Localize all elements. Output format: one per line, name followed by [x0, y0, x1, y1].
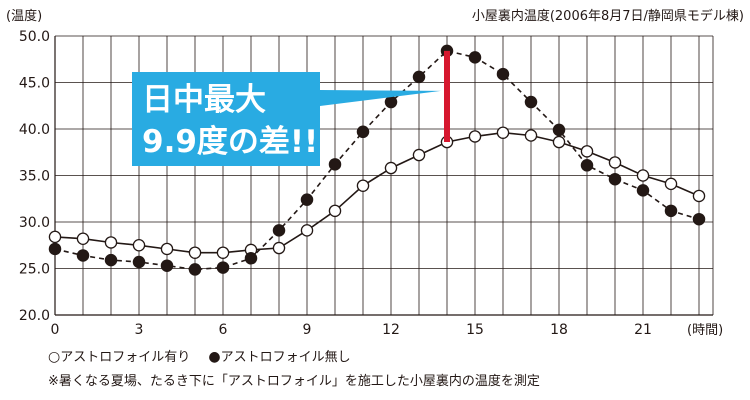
y-tick-label: 35.0 [19, 169, 50, 185]
x-tick-label: 0 [51, 322, 60, 338]
point-without-foil [412, 70, 426, 84]
point-without-foil [580, 159, 594, 172]
y-tick-label: 40.0 [19, 122, 50, 138]
callout-box [132, 72, 320, 166]
point-with-foil [160, 242, 174, 256]
y-tick-label: 50.0 [19, 29, 50, 45]
legend-label-with-foil: アストロフォイル有り [60, 350, 191, 365]
filled-circle-icon: ● [208, 349, 221, 365]
point-without-foil [300, 193, 314, 206]
y-axis-ticks: 50.0 45.0 40.0 35.0 30.0 25.0 20.0 [19, 29, 50, 324]
x-tick-label: 12 [382, 322, 400, 338]
point-with-foil [328, 204, 342, 218]
legend-item-without-foil: ●アストロフォイル無し [208, 349, 351, 365]
point-with-foil [48, 230, 62, 244]
callout-pointer [320, 90, 441, 106]
x-tick-label: 3 [135, 322, 144, 338]
point-with-foil [76, 232, 90, 245]
point-with-foil [412, 148, 426, 162]
x-tick-label: 15 [466, 322, 484, 338]
point-without-foil [272, 224, 286, 237]
point-without-foil [664, 204, 678, 218]
point-without-foil [524, 95, 538, 109]
point-without-foil [48, 242, 62, 256]
x-axis-ticks: 0 3 6 9 12 15 18 21 [51, 322, 652, 338]
point-with-foil [496, 126, 510, 139]
legend: ○アストロフォイル有り ●アストロフォイル無し [48, 346, 365, 365]
series-lines [48, 44, 706, 276]
point-with-foil [524, 129, 538, 142]
point-with-foil [552, 135, 566, 149]
x-tick-label: 9 [303, 322, 312, 338]
point-without-foil [104, 253, 118, 267]
point-with-foil [300, 224, 314, 237]
point-without-foil [160, 259, 174, 272]
point-with-foil [664, 177, 678, 191]
callout-text-line1: 日中最大 [142, 82, 266, 118]
y-tick-label: 30.0 [19, 215, 50, 231]
point-with-foil [132, 238, 146, 252]
point-with-foil [468, 130, 482, 143]
point-with-foil [272, 241, 286, 255]
point-without-foil [608, 172, 622, 186]
open-circle-icon: ○ [48, 349, 61, 365]
x-tick-label: 21 [634, 322, 652, 338]
y-tick-label: 25.0 [19, 262, 50, 278]
point-with-foil [580, 145, 594, 158]
point-without-foil [328, 158, 342, 171]
footnote: ※暑くなる夏場、たるき下に「アストロフォイル」を施工した小屋裏内の温度を測定 [48, 374, 540, 389]
point-without-foil [132, 255, 146, 269]
point-without-foil [468, 51, 482, 64]
chart-title: 小屋裏内温度(2006年8月7日/静岡県モデル棟) [472, 8, 744, 24]
y-tick-label: 45.0 [19, 76, 50, 92]
x-tick-label: 18 [550, 322, 568, 338]
point-without-foil [244, 252, 258, 265]
point-without-foil [552, 123, 566, 137]
y-axis-label: (温度) [6, 8, 42, 24]
point-without-foil [384, 95, 398, 109]
point-with-foil [216, 246, 230, 259]
point-with-foil [692, 189, 706, 203]
point-with-foil [608, 156, 622, 169]
point-without-foil [216, 261, 230, 274]
x-axis-label: (時間) [687, 323, 723, 338]
point-without-foil [76, 249, 90, 262]
legend-label-without-foil: アストロフォイル無し [220, 350, 351, 365]
point-without-foil [692, 212, 706, 226]
point-without-foil [356, 125, 370, 139]
legend-item-with-foil: ○アストロフォイル有り [48, 349, 191, 365]
callout-text-line2: 9.9度の差!! [142, 124, 318, 160]
point-without-foil [496, 67, 510, 81]
annotation-callout: 日中最大 9.9度の差!! [132, 50, 450, 166]
point-without-foil [636, 184, 650, 197]
point-with-foil [356, 179, 370, 192]
point-without-foil [188, 263, 202, 276]
point-with-foil [384, 161, 398, 175]
point-with-foil [636, 169, 650, 182]
y-tick-label: 20.0 [19, 308, 50, 324]
point-with-foil [104, 236, 118, 249]
point-with-foil [188, 246, 202, 259]
x-tick-label: 6 [219, 322, 228, 338]
